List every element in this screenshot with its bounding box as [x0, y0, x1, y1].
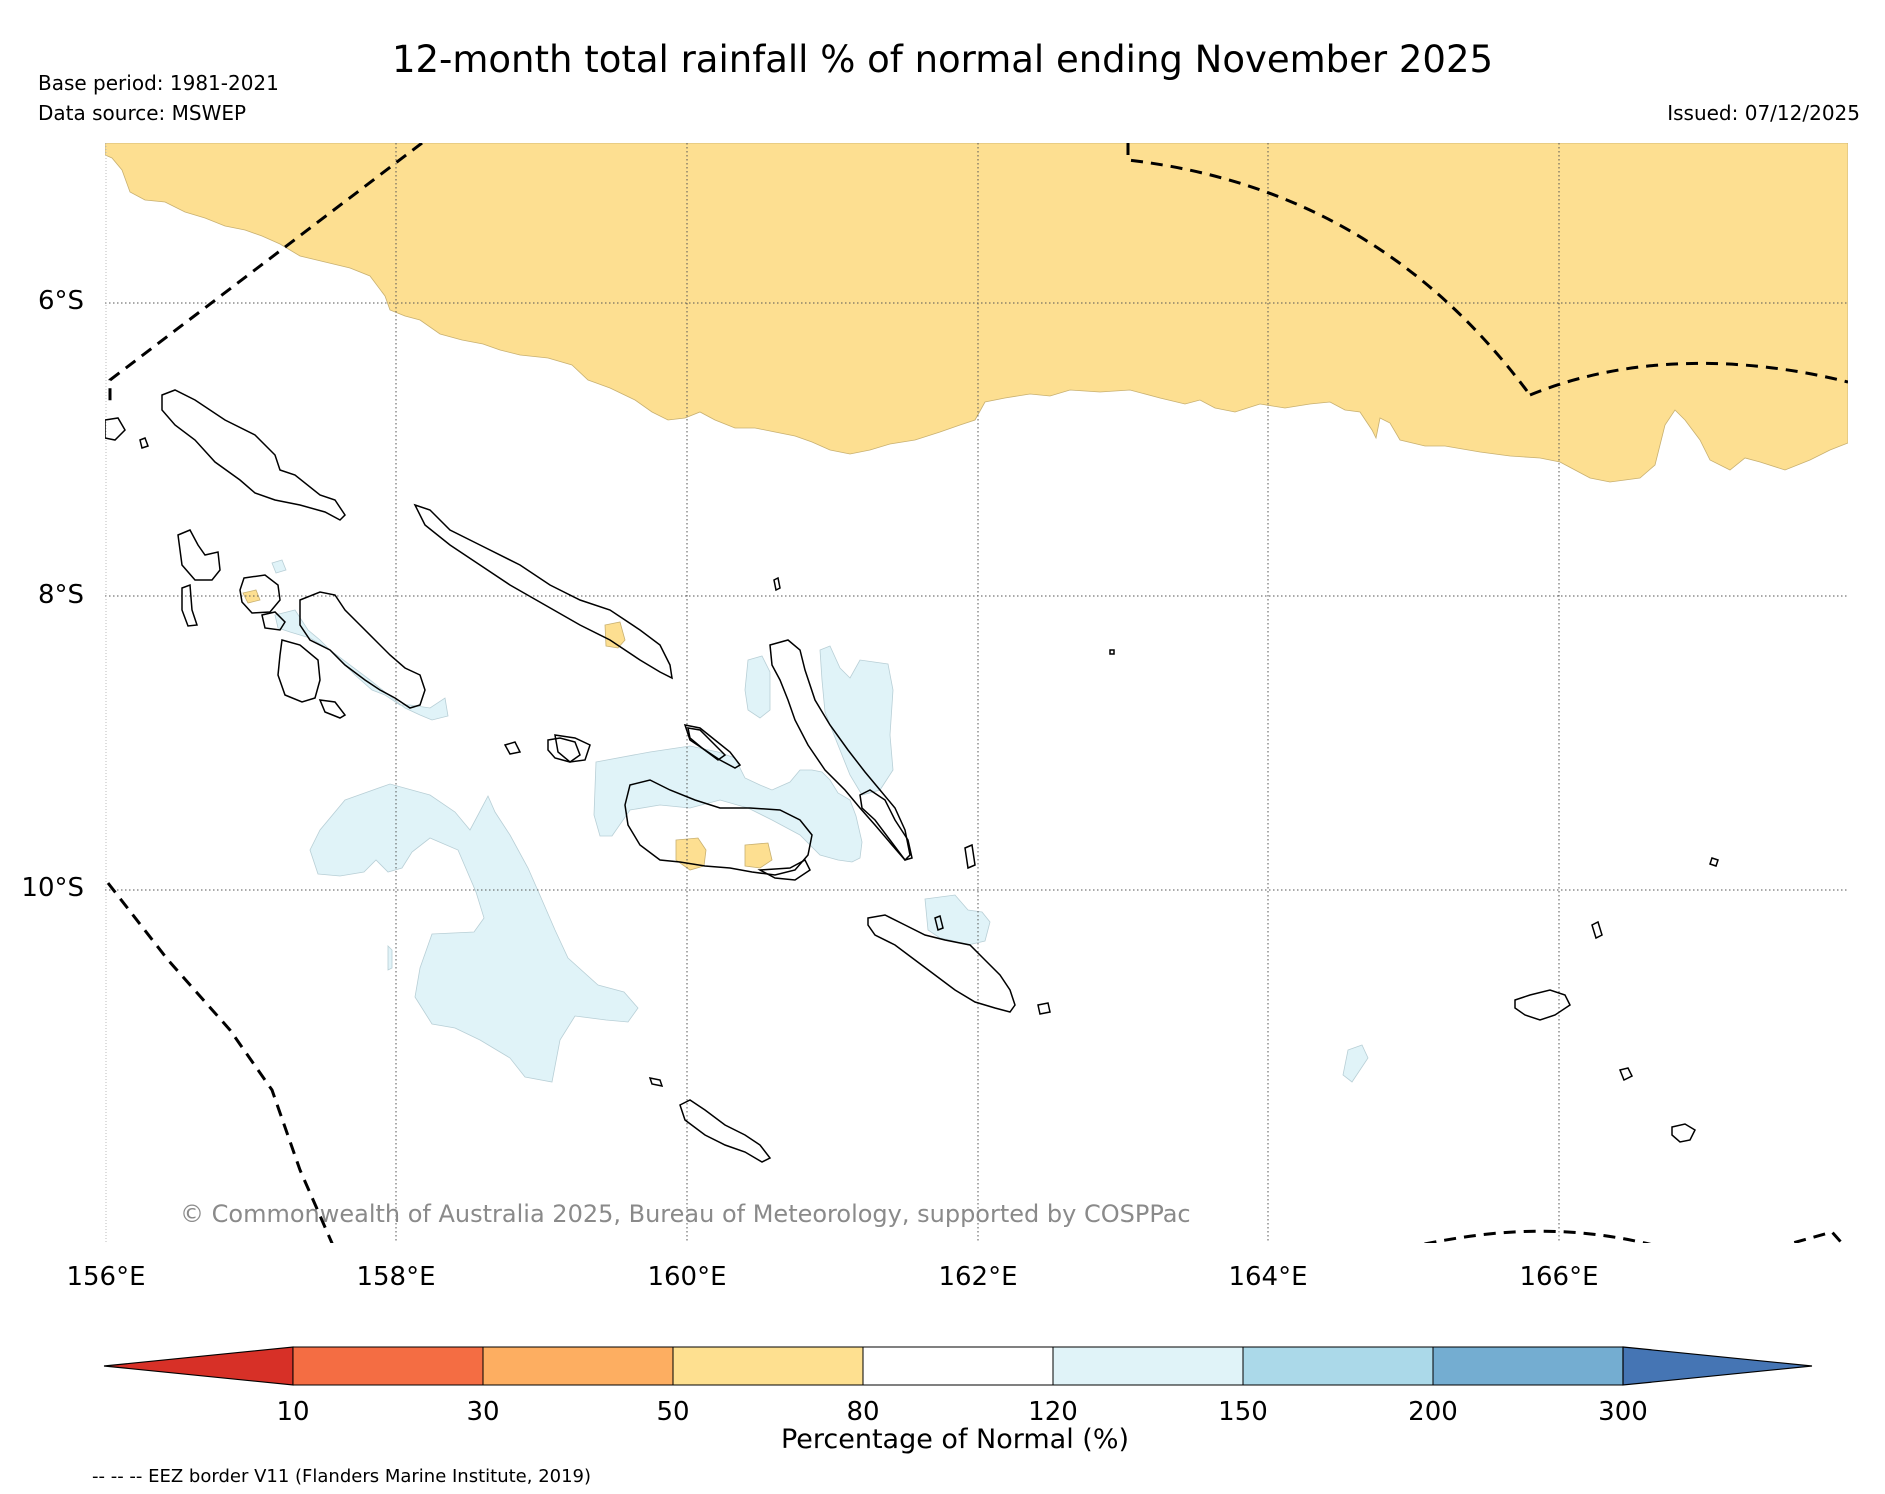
colorbar-tick-120: 120 [1028, 1397, 1078, 1427]
lon-label-164e: 164°E [1228, 1262, 1308, 1292]
dry-anomaly-patch-bougainville [242, 589, 261, 604]
coast-ugi [1037, 1002, 1051, 1015]
wet-anomaly-region-guadalcanal [593, 745, 863, 863]
coast-vanikoro [1514, 989, 1571, 1021]
dry-anomaly-region-north [105, 143, 1848, 483]
coast-guadalcanal [624, 779, 813, 876]
colorbar-title: Percentage of Normal (%) [780, 1424, 1130, 1455]
lon-label-160e: 160°E [647, 1262, 727, 1292]
lon-label-166e: 166°E [1519, 1262, 1599, 1292]
eez-legend-note: -- -- -- EEZ border V11 (Flanders Marine… [92, 1466, 592, 1487]
colorbar-tick-50: 50 [656, 1397, 690, 1427]
coast-russell-islands [547, 737, 581, 763]
lat-label-6s: 6°S [37, 286, 84, 316]
colorbar-segment-30-50 [482, 1346, 674, 1386]
wet-anomaly-region-santa-isabel [744, 655, 771, 719]
colorbar-segment-10-30 [292, 1346, 484, 1386]
coast-utupua [1618, 1067, 1634, 1082]
base-period-label: Base period: 1981-2021 [38, 71, 279, 95]
colorbar-tick-300: 300 [1598, 1397, 1648, 1427]
lat-label-10s: 10°S [21, 873, 84, 903]
wet-anomaly-region-malaita [819, 645, 894, 796]
coast-santa-isabel [413, 503, 673, 680]
colorbar-segment-120-150 [1052, 1346, 1244, 1386]
coast-guadalcanal-east [757, 858, 811, 881]
lon-label-158e: 158°E [356, 1262, 436, 1292]
eez-borders [106, 143, 1848, 1243]
lon-label-156e: 156°E [66, 1262, 146, 1292]
coast-new-georgia [299, 591, 426, 709]
colorbar-segment-50-80 [672, 1346, 864, 1386]
data-source-label: Data source: MSWEP [38, 101, 247, 125]
colorbar-tick-200: 200 [1408, 1397, 1458, 1427]
coast-reef-islands [1591, 920, 1603, 940]
coast-malaita-south [859, 789, 913, 861]
colorbar-segment-above-300 [1622, 1346, 1813, 1386]
lon-label-162e: 162°E [938, 1262, 1018, 1292]
coast-nggela [687, 727, 727, 761]
colorbar-segment-80-120 [862, 1346, 1054, 1386]
colorbar-tick-150: 150 [1218, 1397, 1268, 1427]
coast-ulawa [934, 914, 944, 932]
wet-anomaly-region-rennell [309, 783, 639, 1083]
coast-makira [867, 914, 1016, 1013]
colorbar-segment-below-10 [103, 1346, 294, 1386]
coastlines [105, 389, 1719, 1163]
colorbar-tick-30: 30 [466, 1397, 500, 1427]
coast-duff-islands [1709, 857, 1719, 867]
colorbar-segment-150-200 [1242, 1346, 1434, 1386]
colorbar-segment-200-300 [1432, 1346, 1624, 1386]
coast-choiseul [161, 389, 346, 521]
issued-date-label: Issued: 07/12/2025 [1667, 101, 1860, 125]
wet-anomaly-region-small-b [1342, 1044, 1369, 1083]
coast-ontong-java [773, 576, 781, 592]
lat-label-8s: 8°S [37, 580, 84, 610]
coast-ndai [964, 843, 976, 870]
colorbar-tick-10: 10 [276, 1397, 310, 1427]
wet-anomaly-region-small-a [271, 559, 287, 574]
coast-shortland-islands [139, 437, 149, 449]
coast-bougainville-west [181, 583, 199, 627]
coast-bellona [648, 1077, 664, 1087]
coast-sikaiana [1109, 649, 1115, 655]
coast-tikopia [1671, 1123, 1696, 1143]
wet-anomaly-region-small-c [387, 945, 393, 971]
coast-rennell [679, 1099, 772, 1163]
coast-rendova [318, 699, 347, 719]
coast-bougainville-islets [105, 417, 126, 441]
coast-bougainville-north [177, 529, 221, 581]
map-frame [105, 143, 1848, 1243]
colorbar-tick-80: 80 [846, 1397, 880, 1427]
map-title: 12-month total rainfall % of normal endi… [391, 38, 1494, 81]
copyright-notice: © Commonwealth of Australia 2025, Bureau… [180, 1200, 1191, 1228]
wet-anomaly-region-makira [924, 894, 991, 946]
dry-anomaly-patch-choiseul [604, 621, 626, 649]
graticule [105, 143, 1848, 1243]
coast-vella-lavella [277, 639, 321, 703]
coast-kolombangara [261, 611, 286, 631]
dry-anomaly-patch-guadalcanal-east [744, 842, 773, 869]
coast-savo [503, 741, 522, 755]
coast-island-a [239, 574, 281, 614]
coast-malaita [769, 639, 911, 862]
coast-treasury [554, 734, 591, 763]
